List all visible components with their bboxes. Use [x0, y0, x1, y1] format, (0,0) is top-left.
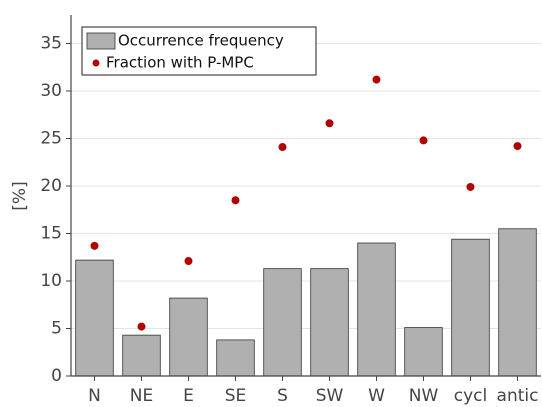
bar	[263, 268, 302, 377]
y-tick-label: 0	[51, 366, 62, 386]
bar	[122, 334, 161, 377]
y-axis-label: [%]	[10, 181, 30, 210]
legend-label: Fraction with P-MPC	[106, 54, 254, 72]
legend-swatch	[92, 59, 100, 67]
y-tick-label: 35	[40, 34, 62, 54]
legend-swatch	[86, 32, 116, 50]
point	[466, 182, 475, 191]
bar	[357, 242, 396, 377]
legend: Occurrence frequency Fraction with P-MPC	[81, 26, 317, 76]
point	[419, 136, 428, 145]
bar	[216, 339, 255, 377]
x-tick-label: cycl	[454, 386, 487, 406]
y-tick-label: 25	[40, 129, 62, 149]
y-tick-label: 10	[40, 271, 62, 291]
bar	[451, 238, 490, 377]
y-tick-label: 5	[51, 319, 62, 339]
point	[325, 119, 334, 128]
legend-label: Occurrence frequency	[118, 32, 284, 50]
x-tick-label: W	[368, 386, 385, 406]
point	[137, 322, 146, 331]
x-tick-label: antic	[497, 386, 539, 406]
bar	[75, 259, 114, 377]
x-tick-label: E	[183, 386, 194, 406]
point	[90, 241, 99, 250]
point	[513, 142, 522, 151]
bar	[169, 297, 208, 377]
x-tick-label: NE	[130, 386, 153, 406]
x-tick-label: SW	[316, 386, 344, 406]
point	[278, 143, 287, 152]
point	[231, 196, 240, 205]
point	[184, 257, 193, 266]
x-tick-label: NW	[409, 386, 439, 406]
bar	[498, 228, 537, 377]
y-tick-label: 15	[40, 224, 62, 244]
y-tick-label: 20	[40, 176, 62, 196]
y-tick-label: 30	[40, 81, 62, 101]
x-tick-label: SE	[225, 386, 247, 406]
legend-box	[81, 26, 317, 76]
bar	[404, 327, 443, 377]
x-tick-label: N	[88, 386, 101, 406]
point	[372, 75, 381, 84]
bar	[310, 268, 349, 377]
x-tick-label: S	[277, 386, 288, 406]
